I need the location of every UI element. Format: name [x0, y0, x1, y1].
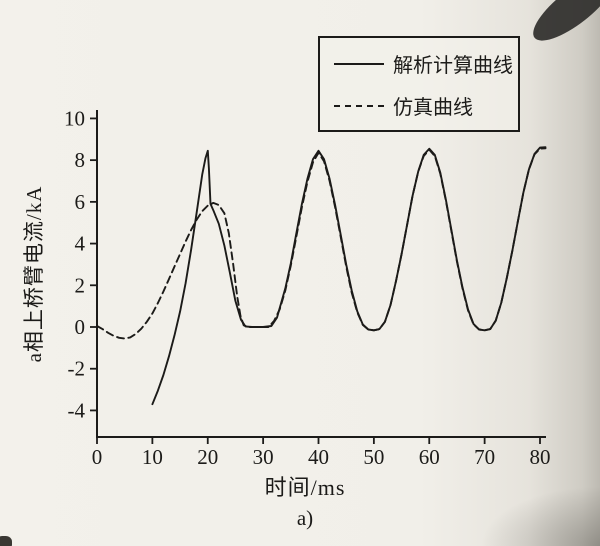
y-tick-label: -2 [68, 357, 86, 381]
y-tick-label: 0 [75, 315, 86, 339]
x-tick-label: 70 [474, 445, 495, 469]
legend-row-simulation: 仿真曲线 [334, 91, 506, 120]
legend: 解析计算曲线 仿真曲线 [318, 36, 520, 132]
x-tick-label: 30 [253, 445, 274, 469]
x-tick-label: 60 [419, 445, 440, 469]
legend-label-simulation: 仿真曲线 [393, 97, 473, 119]
figure-caption: a) [296, 506, 314, 530]
y-tick-label: 2 [75, 273, 86, 297]
legend-label-analytical: 解析计算曲线 [393, 55, 513, 77]
y-tick-label: 6 [75, 190, 86, 214]
y-tick-label: -4 [68, 398, 86, 422]
y-tick-label: 4 [75, 232, 86, 256]
x-tick-label: 80 [530, 445, 551, 469]
x-tick-label: 10 [142, 445, 163, 469]
scan-shadow-bottom-right [480, 486, 600, 546]
x-tick-label: 20 [197, 445, 218, 469]
y-tick-label: 10 [64, 106, 85, 130]
solid-line-sample [334, 62, 384, 65]
y-axis-label: a相上桥臂电流/kA [22, 185, 46, 363]
scan-smudge-bottom-left [0, 536, 12, 546]
x-axis-label: 时间/ms [264, 475, 346, 500]
series-dashed-curve [96, 147, 547, 340]
x-tick-label: 50 [363, 445, 384, 469]
x-tick-label: 0 [92, 445, 103, 469]
legend-row-analytical: 解析计算曲线 [334, 49, 513, 78]
y-tick-label: 8 [75, 148, 86, 172]
x-tick-label: 40 [308, 445, 329, 469]
dashed-line-sample [334, 104, 384, 107]
